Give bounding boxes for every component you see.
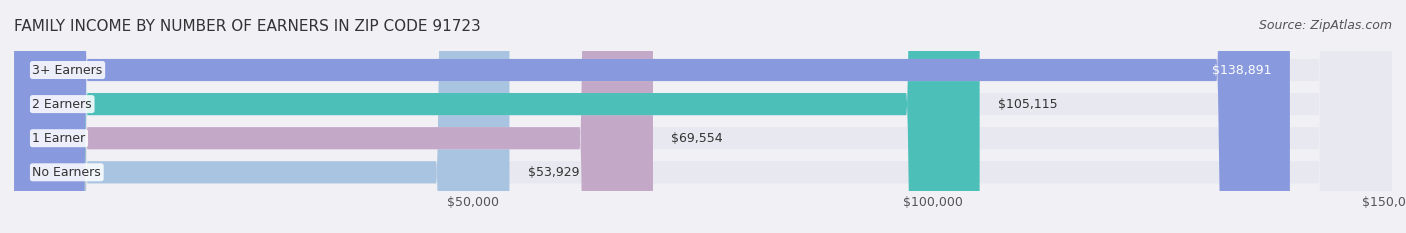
Text: 3+ Earners: 3+ Earners — [32, 64, 103, 76]
Text: $138,891: $138,891 — [1212, 64, 1271, 76]
Text: $69,554: $69,554 — [671, 132, 723, 145]
Text: No Earners: No Earners — [32, 166, 101, 179]
FancyBboxPatch shape — [14, 0, 509, 233]
FancyBboxPatch shape — [14, 0, 1392, 233]
Text: 1 Earner: 1 Earner — [32, 132, 86, 145]
FancyBboxPatch shape — [14, 0, 652, 233]
FancyBboxPatch shape — [14, 0, 1392, 233]
Text: $105,115: $105,115 — [998, 98, 1057, 111]
Text: 2 Earners: 2 Earners — [32, 98, 91, 111]
Text: FAMILY INCOME BY NUMBER OF EARNERS IN ZIP CODE 91723: FAMILY INCOME BY NUMBER OF EARNERS IN ZI… — [14, 19, 481, 34]
FancyBboxPatch shape — [14, 0, 1392, 233]
Text: Source: ZipAtlas.com: Source: ZipAtlas.com — [1258, 19, 1392, 32]
FancyBboxPatch shape — [14, 0, 980, 233]
FancyBboxPatch shape — [14, 0, 1392, 233]
FancyBboxPatch shape — [14, 0, 1289, 233]
Text: $53,929: $53,929 — [527, 166, 579, 179]
